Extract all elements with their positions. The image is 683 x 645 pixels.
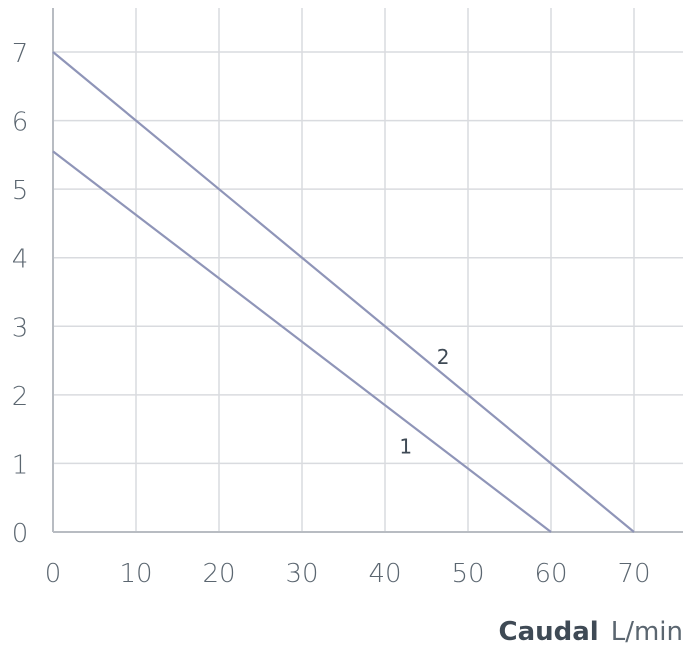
y-tick-label-4: 4 [12,245,29,275]
x-tick-label-60: 60 [534,559,567,589]
series-group [52,51,635,533]
x-tick-label-30: 30 [285,559,318,589]
series-line-2 [52,51,635,533]
x-tick-label-70: 70 [617,559,650,589]
y-tick-label-1: 1 [12,450,29,480]
series-label-2: 2 [437,345,450,369]
y-tick-label-2: 2 [12,382,29,412]
x-tick-label-0: 0 [45,559,62,589]
series-label-1: 1 [399,434,412,458]
x-tick-label-40: 40 [368,559,401,589]
x-axis-label-bold: Caudal [499,617,599,645]
axes [52,8,683,533]
x-tick-label-20: 20 [202,559,235,589]
y-tick-label-5: 5 [12,176,29,206]
x-tick-label-50: 50 [451,559,484,589]
x-axis-label-unit: L/min [611,617,683,645]
x-tick-label-10: 10 [119,559,152,589]
series-labels: 12 [399,345,449,458]
y-tick-label-3: 3 [12,313,29,343]
y-tick-label-7: 7 [12,39,29,69]
x-axis-label: Caudal L/min [499,617,683,645]
series-line-1 [52,150,552,533]
grid [53,8,683,532]
y-tick-label-0: 0 [12,519,29,549]
y-tick-label-6: 6 [12,108,29,138]
